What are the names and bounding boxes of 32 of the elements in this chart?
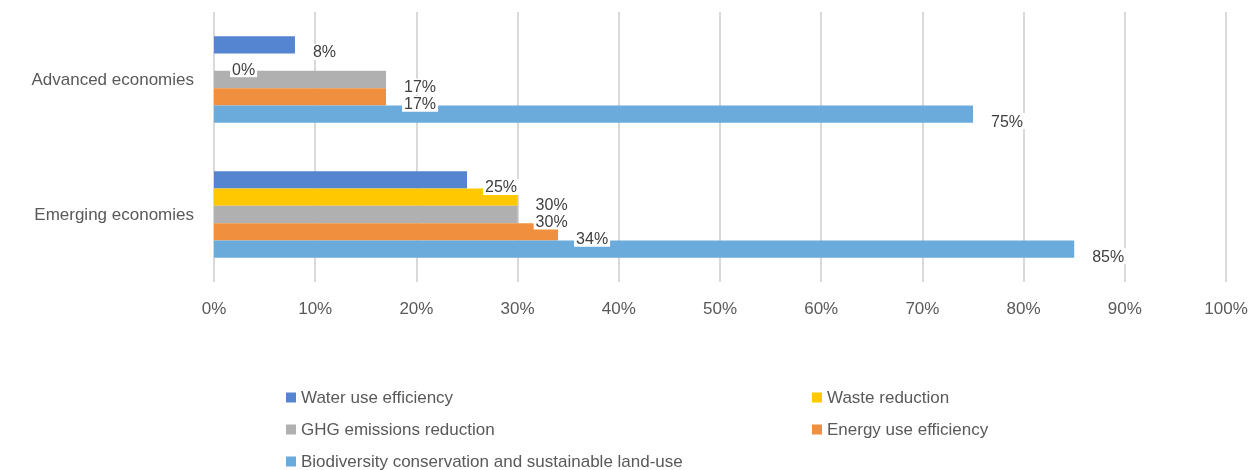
data-label: 25% <box>485 178 518 196</box>
data-label: 85% <box>1092 247 1125 265</box>
x-tick-label: 20% <box>399 299 434 318</box>
x-tick-label: 70% <box>905 299 940 318</box>
x-tick-label: 80% <box>1006 299 1041 318</box>
data-label: 17% <box>404 95 437 113</box>
legend-label: Waste reduction <box>827 388 950 407</box>
data-label: 0% <box>232 60 256 78</box>
data-label: 75% <box>991 112 1024 130</box>
x-tick-label: 40% <box>601 299 636 318</box>
x-tick-label: 50% <box>702 299 738 318</box>
y-tick-label: Advanced economies <box>31 70 194 89</box>
bar <box>214 205 518 224</box>
legend-label: GHG emissions reduction <box>301 420 495 439</box>
x-tick-label: 100% <box>1204 299 1248 318</box>
legend-label: Energy use efficiency <box>827 420 989 439</box>
x-tick-label: 30% <box>500 299 535 318</box>
legend-label: Water use efficiency <box>301 388 454 407</box>
x-tick-label: 60% <box>804 299 839 318</box>
bar <box>214 171 467 189</box>
y-tick-label: Emerging economies <box>34 205 194 224</box>
legend-label: Biodiversity conservation and sustainable land-use <box>301 452 683 470</box>
data-label: 30% <box>535 213 568 230</box>
data-label: 17% <box>404 78 437 95</box>
data-label: 8% <box>312 43 337 61</box>
x-tick-label: 90% <box>1107 299 1142 318</box>
bar <box>214 36 295 54</box>
data-label: 30% <box>535 195 568 213</box>
x-tick-label: 0% <box>201 299 227 318</box>
x-tick-label: 10% <box>298 299 333 318</box>
data-label: 34% <box>576 230 609 248</box>
bar <box>214 88 387 106</box>
